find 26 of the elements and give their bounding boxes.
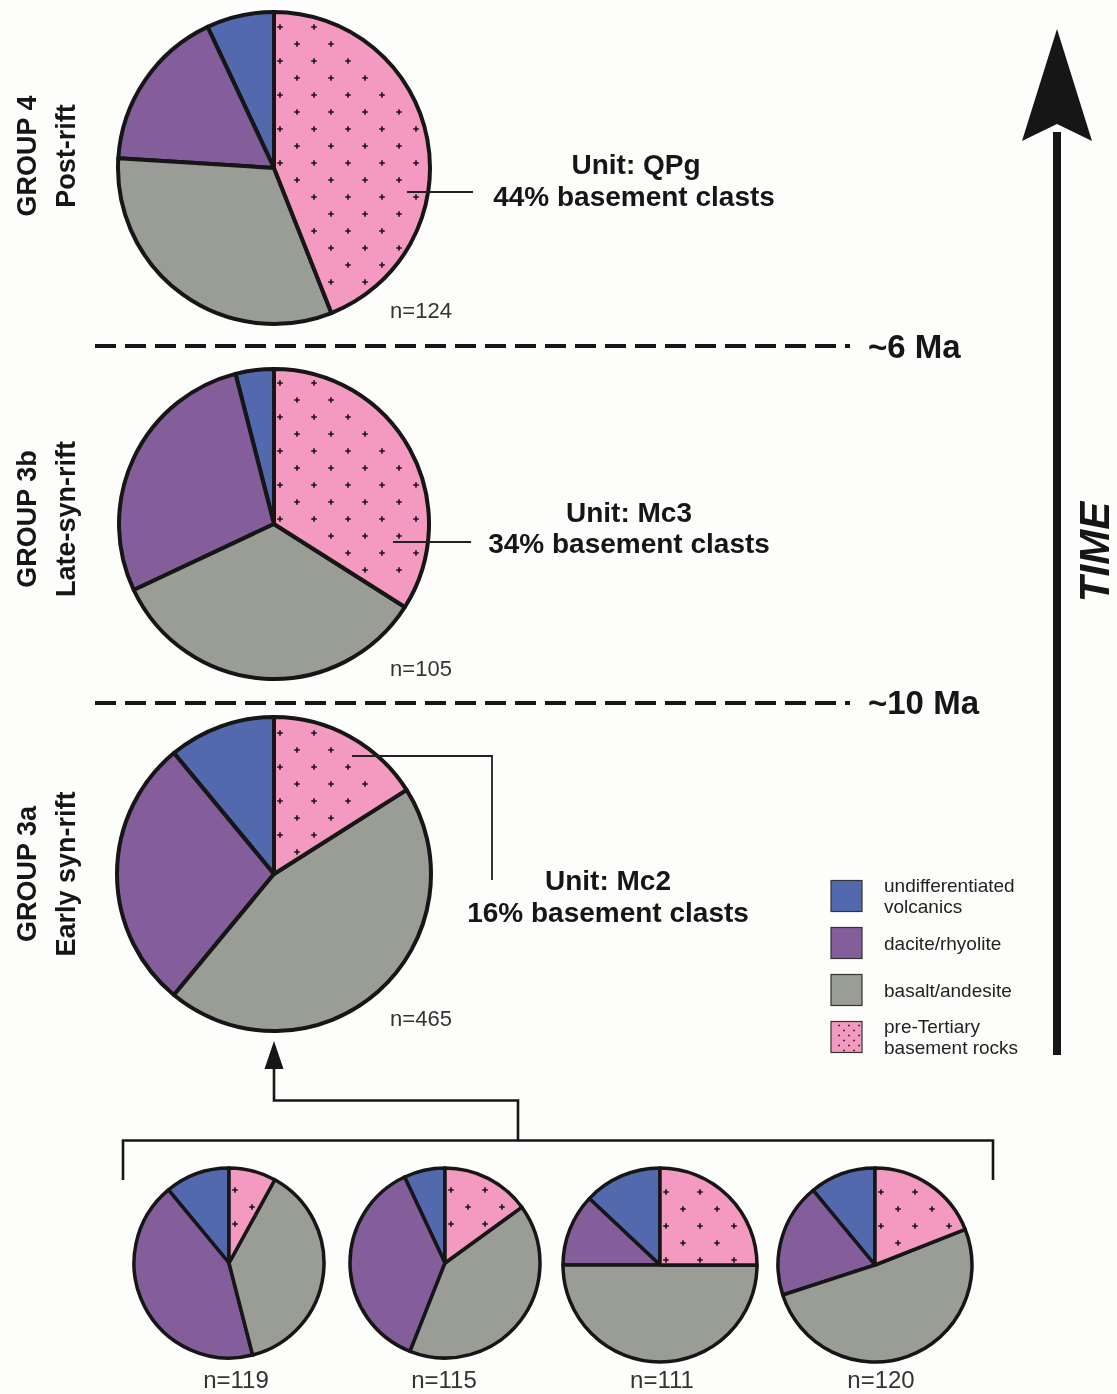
text: n=115 [411, 1366, 477, 1393]
text: 34% basement clasts [488, 528, 770, 559]
text: Unit: QPg [571, 149, 701, 180]
legend-label: pre-Tertiary basement rocks [884, 1016, 1019, 1059]
text: n=124 [390, 298, 452, 323]
legend-label: basalt/andesite [884, 979, 1012, 1001]
text: ~10 Ma [868, 684, 980, 721]
text: n=119 [203, 1366, 269, 1393]
legend-label: undifferentiated volcanics [884, 875, 1015, 918]
text: GROUP 4 [12, 95, 42, 217]
text: Unit: Mc2 [545, 865, 671, 896]
text: ~6 Ma [868, 328, 962, 365]
text: 16% basement clasts [467, 897, 749, 928]
text: n=120 [847, 1366, 915, 1393]
text: Unit: Mc3 [566, 497, 692, 528]
text: TIME [1071, 499, 1117, 603]
text: Early syn-rift [51, 791, 81, 957]
text: Post-rift [51, 104, 81, 208]
text: n=465 [390, 1006, 452, 1031]
text: Late-syn-rift [51, 440, 81, 598]
text: GROUP 3b [12, 450, 42, 588]
text: n=105 [390, 656, 452, 681]
legend-label: dacite/rhyolite [884, 932, 1002, 954]
text: 44% basement clasts [493, 181, 775, 212]
text: GROUP 3a [12, 804, 42, 943]
text: n=111 [630, 1366, 694, 1393]
